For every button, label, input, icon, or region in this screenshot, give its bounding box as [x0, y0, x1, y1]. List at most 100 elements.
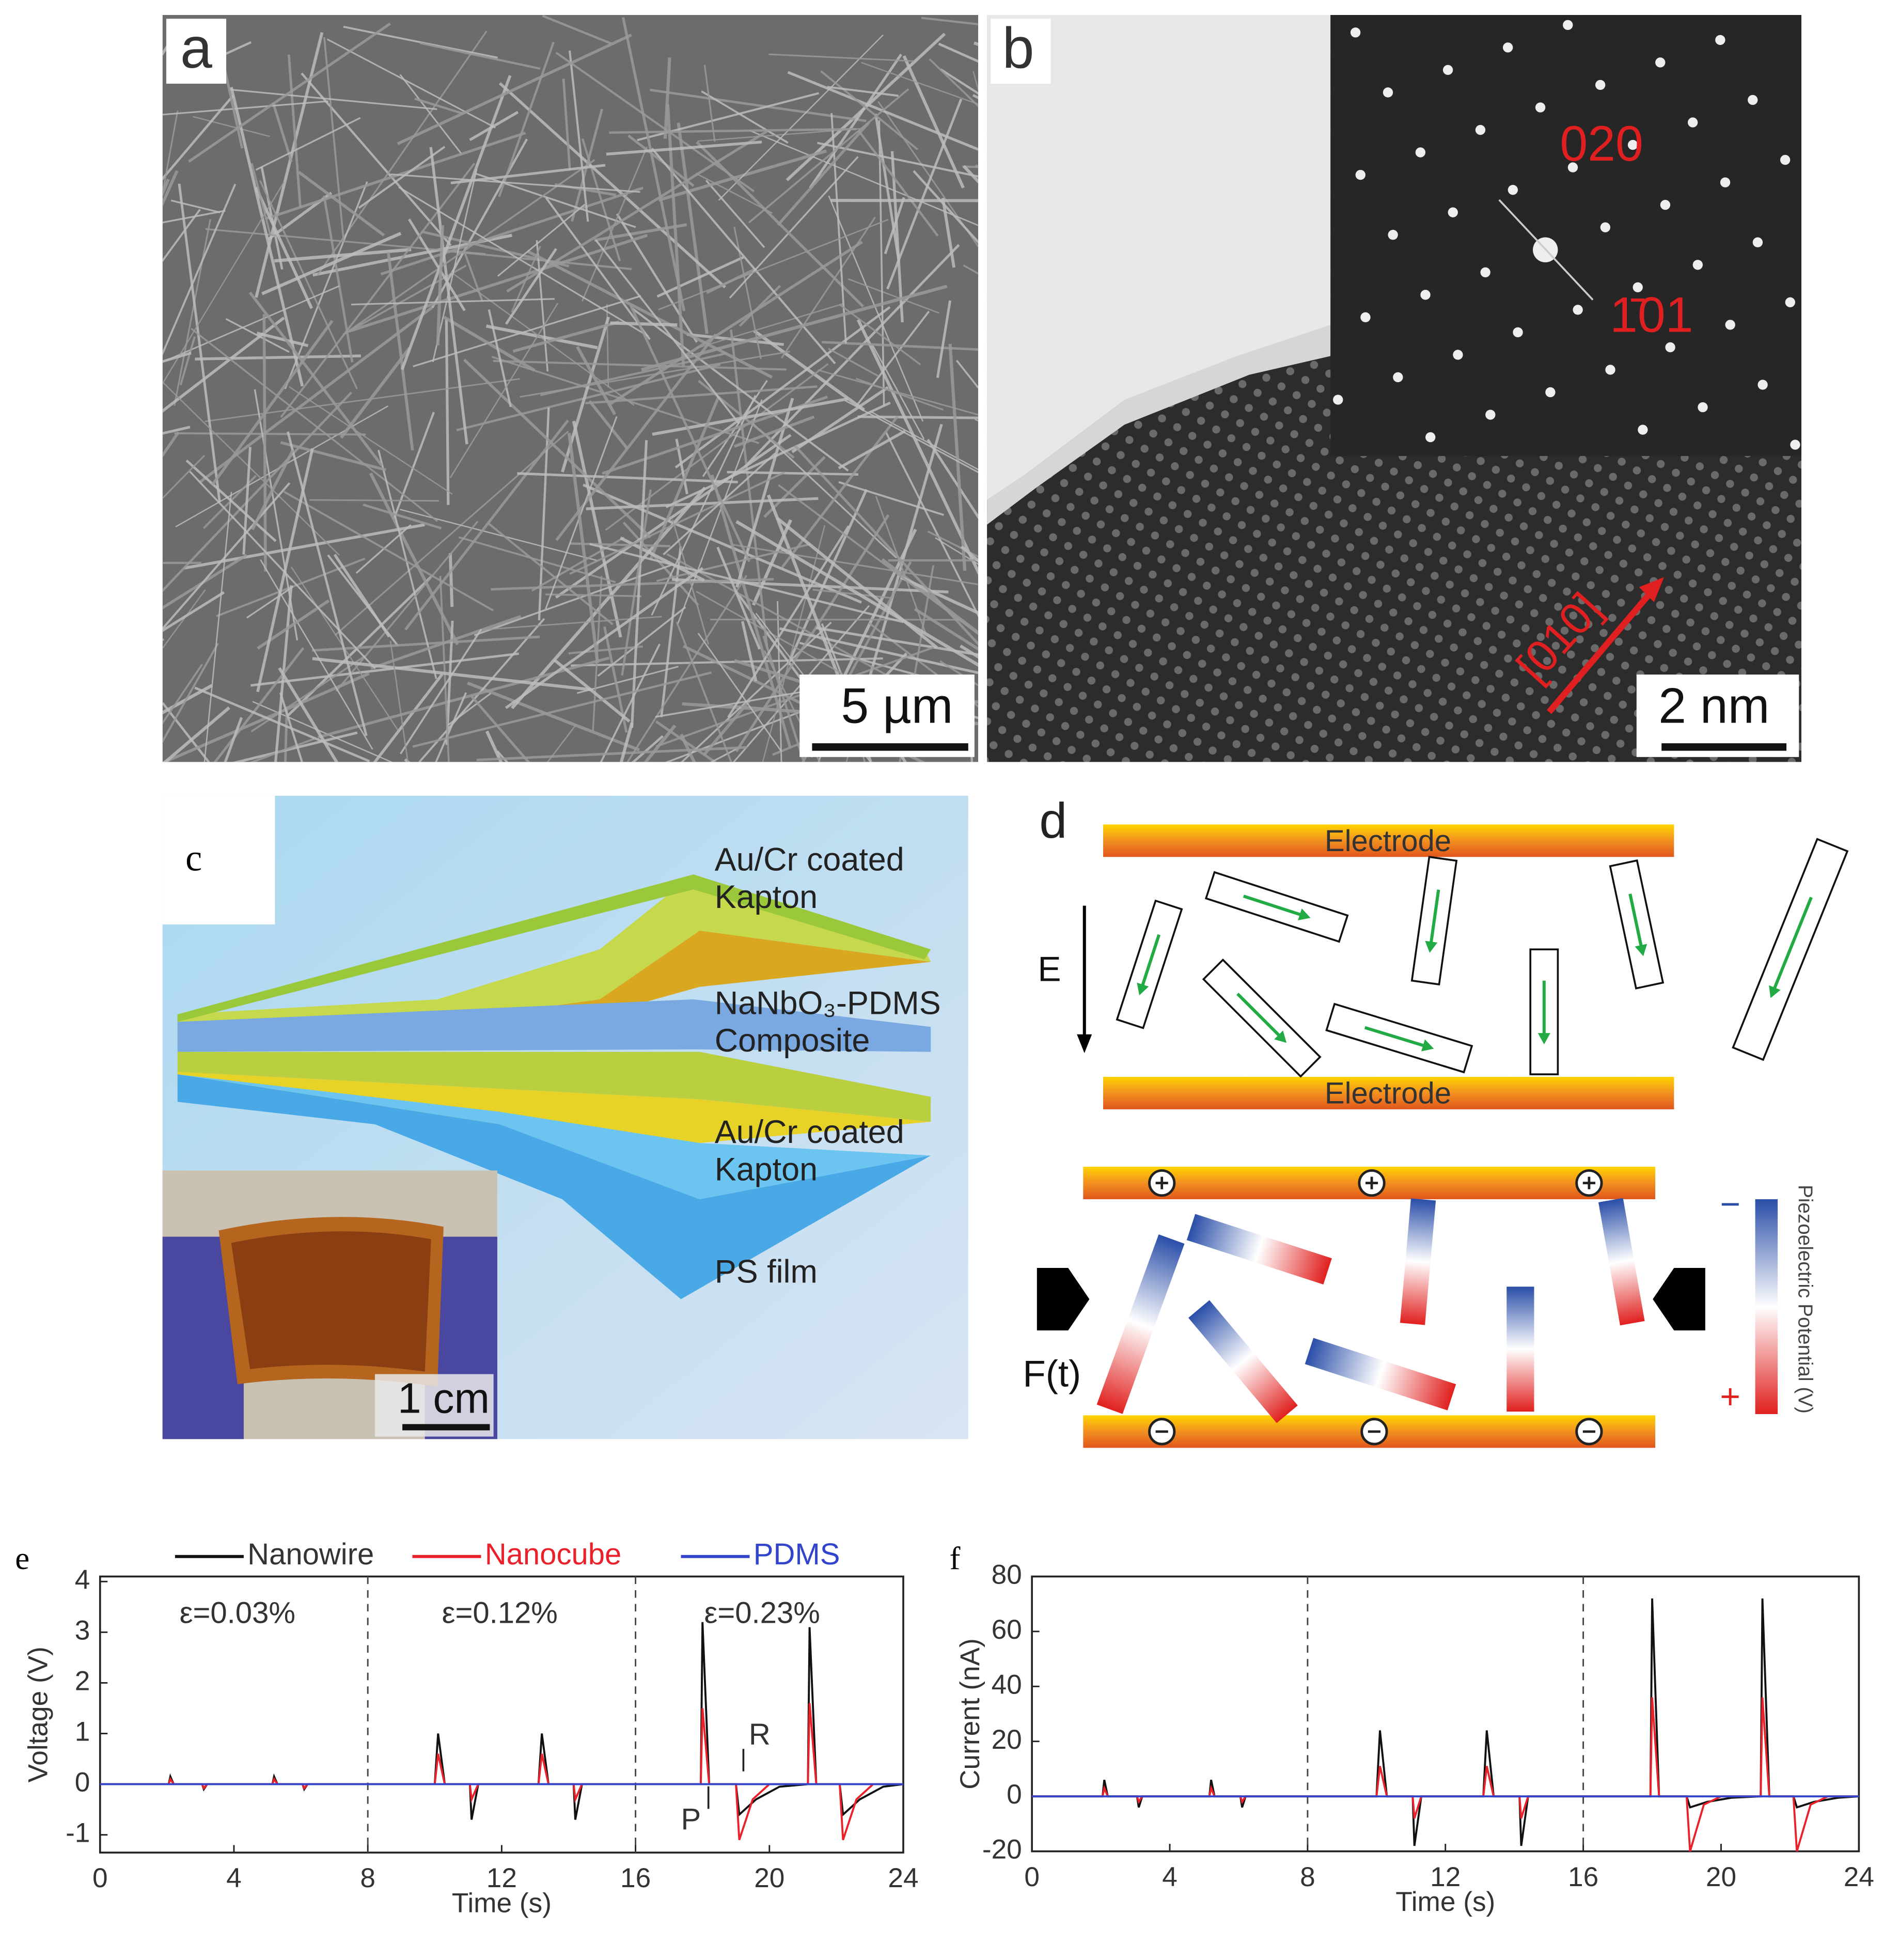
x-tick-label: 20	[754, 1863, 784, 1893]
x-tick-label: 24	[888, 1863, 918, 1893]
nanowire	[506, 130, 768, 293]
colorbar-sign: +	[1720, 1377, 1740, 1416]
nanowire	[195, 354, 361, 360]
nanowire	[162, 672, 370, 762]
nanowire	[677, 122, 709, 334]
nanowire	[511, 246, 541, 313]
diffraction-spot	[1655, 57, 1666, 68]
nanowire	[412, 671, 712, 748]
x-tick-label: 20	[1706, 1862, 1736, 1892]
x-tick-label: 0	[92, 1863, 108, 1893]
nanowire	[576, 666, 679, 694]
layer-label: Kapton	[715, 879, 818, 915]
diffraction-spot	[1480, 267, 1490, 277]
nanowire	[407, 218, 466, 311]
y-axis-label: Current (nA)	[955, 1638, 985, 1790]
nanowire	[589, 543, 904, 623]
nanowire	[211, 320, 334, 485]
nanowire	[162, 382, 340, 556]
nanowire	[256, 332, 309, 347]
nanowire	[174, 432, 366, 436]
nanowire	[948, 343, 967, 571]
nanowire	[279, 692, 303, 762]
diffraction-spot	[1503, 42, 1513, 53]
nanowire	[498, 41, 555, 197]
diffraction-spot	[1687, 117, 1698, 128]
diffraction-spot	[1720, 177, 1731, 187]
nanowire	[606, 140, 762, 156]
nanowire	[735, 520, 979, 667]
label-box	[991, 19, 1051, 84]
nanowire	[248, 291, 383, 466]
nanowire	[885, 432, 979, 618]
nanowire	[695, 173, 773, 214]
annotation: R	[749, 1717, 771, 1751]
diffraction-spot	[1415, 147, 1426, 158]
nanowire	[929, 58, 979, 107]
electrode-label: Electrode	[1325, 824, 1451, 858]
nanowire	[822, 340, 979, 351]
diffraction-spot	[1725, 320, 1735, 330]
diffraction-spot	[1563, 20, 1573, 30]
nanowire	[323, 37, 344, 240]
diffraction-spot	[1485, 410, 1496, 420]
nanowire	[716, 546, 761, 650]
nanowire	[526, 249, 773, 379]
mechanism-schematic	[1037, 824, 1849, 1448]
diffraction-spot	[1638, 425, 1648, 435]
nanowire	[297, 170, 385, 237]
nanowire	[264, 131, 526, 221]
nanowire	[927, 438, 979, 520]
nanowire	[711, 474, 792, 748]
nanowire	[542, 15, 613, 45]
nanowire	[820, 70, 918, 150]
nanowire	[485, 730, 503, 762]
rod-body	[1188, 1300, 1298, 1423]
nanowire	[878, 120, 885, 406]
nanowire	[768, 53, 914, 62]
nanowire	[649, 395, 720, 560]
rod-body	[1305, 1338, 1456, 1410]
nanowire	[886, 99, 963, 290]
rod	[1204, 871, 1349, 943]
diffraction-spot	[1757, 380, 1768, 390]
y-tick-label: -20	[982, 1834, 1022, 1865]
nanowire	[326, 38, 496, 129]
diffraction-spot	[1383, 87, 1393, 98]
panel-label: d	[1039, 792, 1067, 849]
diffraction-spot	[1513, 327, 1523, 338]
nanowire	[280, 441, 387, 472]
x-tick-label: 4	[226, 1863, 242, 1893]
nanowire	[162, 638, 164, 641]
nanowire	[448, 553, 454, 607]
nanowire	[696, 303, 843, 349]
spot-index: 1̄01	[1610, 286, 1693, 342]
nanowire	[229, 88, 437, 111]
nanowire	[289, 386, 453, 495]
nanowire	[261, 231, 402, 295]
loaded-rod	[1400, 1198, 1436, 1325]
nanowire	[555, 52, 755, 193]
nanowire	[311, 635, 540, 652]
nanowire	[838, 481, 944, 516]
nanowire	[936, 300, 952, 378]
nanowire	[536, 240, 549, 372]
nanowire	[348, 233, 648, 333]
force-label: F(t)	[1023, 1353, 1081, 1395]
panel-label: f	[950, 1540, 961, 1576]
arrowhead	[1421, 1039, 1434, 1052]
nanowire	[666, 553, 925, 697]
diffraction-spot	[1508, 184, 1518, 195]
nanowire	[655, 687, 822, 718]
nanowire	[225, 318, 290, 353]
nanowire	[399, 629, 482, 755]
nanowire	[799, 641, 929, 680]
rod	[1732, 838, 1849, 1061]
panel-label: c	[185, 837, 202, 879]
nanowire	[469, 111, 519, 142]
nanowire	[242, 447, 252, 555]
nanowire	[188, 22, 391, 163]
diffraction-spot	[1748, 95, 1758, 105]
nanowire	[162, 431, 180, 458]
arrowhead	[1298, 908, 1311, 921]
